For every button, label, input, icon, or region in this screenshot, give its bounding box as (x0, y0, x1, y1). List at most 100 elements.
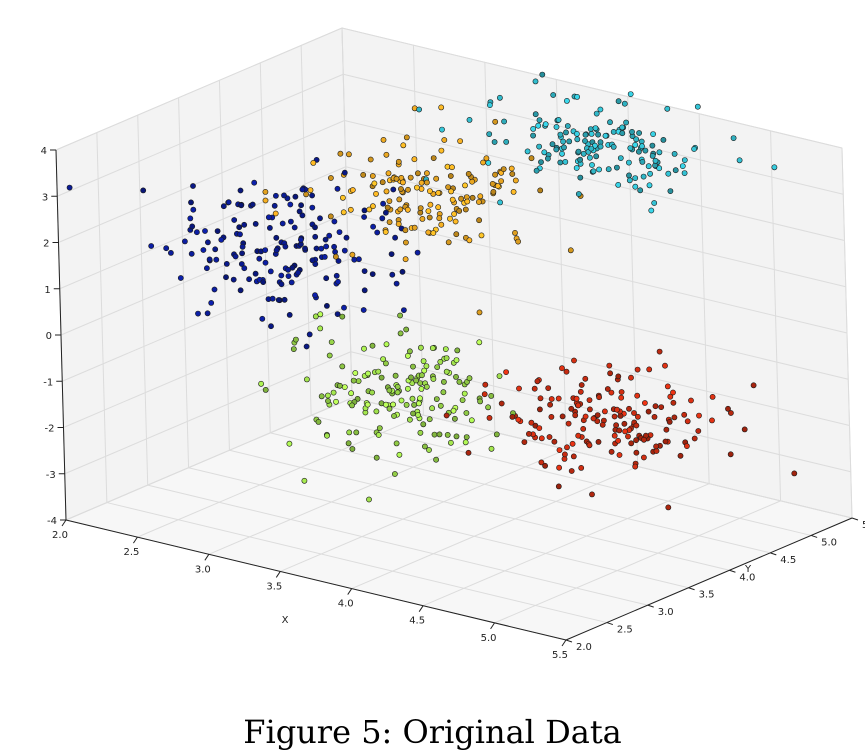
data-point (606, 362, 613, 369)
data-point (301, 477, 308, 484)
data-point (272, 192, 279, 199)
data-point (411, 401, 417, 408)
data-point (542, 121, 549, 128)
y-tick-label: 4.5 (780, 555, 796, 566)
data-point (437, 402, 444, 409)
data-point (258, 380, 264, 387)
data-point (361, 287, 368, 294)
data-point (285, 273, 292, 279)
data-point (593, 110, 600, 117)
data-point (582, 375, 589, 382)
data-point (364, 401, 371, 408)
grid-line (137, 414, 424, 538)
data-point (694, 103, 701, 110)
data-point (509, 413, 516, 420)
data-point (403, 134, 410, 141)
data-point (532, 78, 539, 85)
data-point (642, 147, 649, 154)
data-point (750, 382, 757, 389)
data-point (791, 470, 798, 477)
data-point (611, 413, 618, 420)
grid-line (62, 258, 349, 382)
data-point (298, 202, 304, 209)
data-point (312, 224, 318, 231)
x-axis-line (65, 519, 567, 641)
data-point (286, 311, 293, 318)
data-point (542, 462, 548, 469)
data-point (376, 425, 383, 431)
data-point (369, 173, 376, 179)
z-tick-label: 4 (41, 146, 47, 157)
data-point (167, 249, 174, 256)
grid-line (55, 27, 343, 151)
data-point (426, 188, 433, 194)
x-tick-label: 2.5 (123, 547, 139, 558)
data-point (526, 430, 532, 437)
data-point (771, 164, 778, 171)
data-point (441, 137, 448, 143)
data-point (438, 221, 445, 228)
y-tick (770, 552, 777, 556)
data-point (393, 175, 400, 182)
data-point (404, 385, 411, 392)
data-point (349, 251, 356, 258)
data-point (510, 188, 517, 195)
x-tick (418, 605, 424, 612)
data-point (190, 206, 197, 213)
data-point (323, 302, 330, 309)
data-point (431, 431, 438, 438)
data-point (278, 272, 285, 279)
data-point (681, 411, 688, 418)
z-tick-label: -1 (43, 377, 53, 388)
data-point (627, 91, 634, 97)
x-tick-label: 4.0 (338, 599, 354, 610)
data-point (649, 142, 656, 149)
data-point (390, 401, 396, 408)
data-point (449, 164, 455, 171)
data-point (536, 425, 543, 431)
data-point (375, 368, 382, 375)
x-tick-label: 3.5 (266, 581, 282, 592)
data-point (590, 415, 597, 422)
data-point (262, 188, 269, 195)
data-point (481, 391, 488, 398)
data-point (516, 385, 522, 392)
data-point (573, 395, 580, 402)
data-point (681, 157, 688, 163)
y-axis-label: Y (744, 564, 752, 575)
data-point (671, 414, 678, 421)
data-point (189, 223, 196, 230)
data-point (309, 257, 316, 264)
data-point (380, 356, 386, 362)
z-tick-label: 1 (44, 285, 50, 296)
data-point (438, 104, 445, 111)
data-point (392, 372, 399, 379)
data-point (528, 419, 535, 426)
data-point (260, 279, 267, 285)
data-point (309, 192, 315, 199)
data-point (662, 362, 668, 369)
data-point (538, 459, 545, 466)
data-point (485, 159, 492, 166)
data-point (632, 141, 639, 148)
data-point (324, 432, 330, 439)
data-point (361, 214, 367, 220)
data-point (500, 166, 507, 172)
data-point (622, 428, 628, 435)
data-point (140, 187, 147, 194)
data-point (553, 124, 560, 130)
data-point (440, 378, 447, 385)
data-point (618, 394, 625, 401)
data-point (367, 156, 374, 163)
data-point (633, 449, 640, 456)
data-point (334, 185, 341, 192)
data-point (332, 253, 339, 260)
data-point (478, 232, 485, 239)
data-point (626, 159, 632, 166)
data-point (477, 193, 484, 200)
data-point (323, 243, 330, 250)
data-point (445, 239, 452, 246)
data-point (589, 491, 595, 498)
data-point (561, 144, 567, 151)
data-point (586, 442, 593, 449)
